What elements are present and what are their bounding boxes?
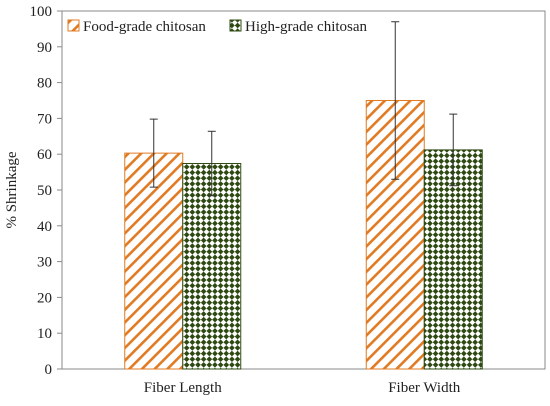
y-tick-label: 40 <box>37 219 52 235</box>
y-axis: 0 10 20 30 40 50 60 70 80 90 100 <box>30 4 62 378</box>
y-tick-label: 70 <box>37 111 52 127</box>
y-tick-label: 90 <box>37 40 52 56</box>
legend-swatch <box>229 19 242 32</box>
error-bars <box>149 21 458 197</box>
x-axis: Fiber Length Fiber Width <box>144 380 461 396</box>
bar <box>423 149 483 370</box>
y-tick-label: 0 <box>45 362 53 378</box>
legend-label: High-grade chitosan <box>245 19 368 35</box>
x-tick-label: Fiber Length <box>144 380 222 396</box>
y-axis-title: % Shrinkage <box>4 151 20 228</box>
y-tick-label: 100 <box>30 4 53 20</box>
bar <box>182 163 242 370</box>
bar <box>124 152 184 370</box>
y-tick-label: 80 <box>37 76 52 92</box>
bars <box>124 100 483 370</box>
y-tick-label: 10 <box>37 326 52 342</box>
y-tick-label: 30 <box>37 255 52 271</box>
legend: Food-grade chitosan High-grade chitosan <box>67 19 368 35</box>
legend-swatch <box>67 19 80 32</box>
y-tick-label: 60 <box>37 147 52 163</box>
legend-label: Food-grade chitosan <box>83 19 206 35</box>
x-tick-label: Fiber Width <box>388 380 461 396</box>
y-tick-label: 20 <box>37 290 52 306</box>
y-tick-label: 50 <box>37 183 52 199</box>
